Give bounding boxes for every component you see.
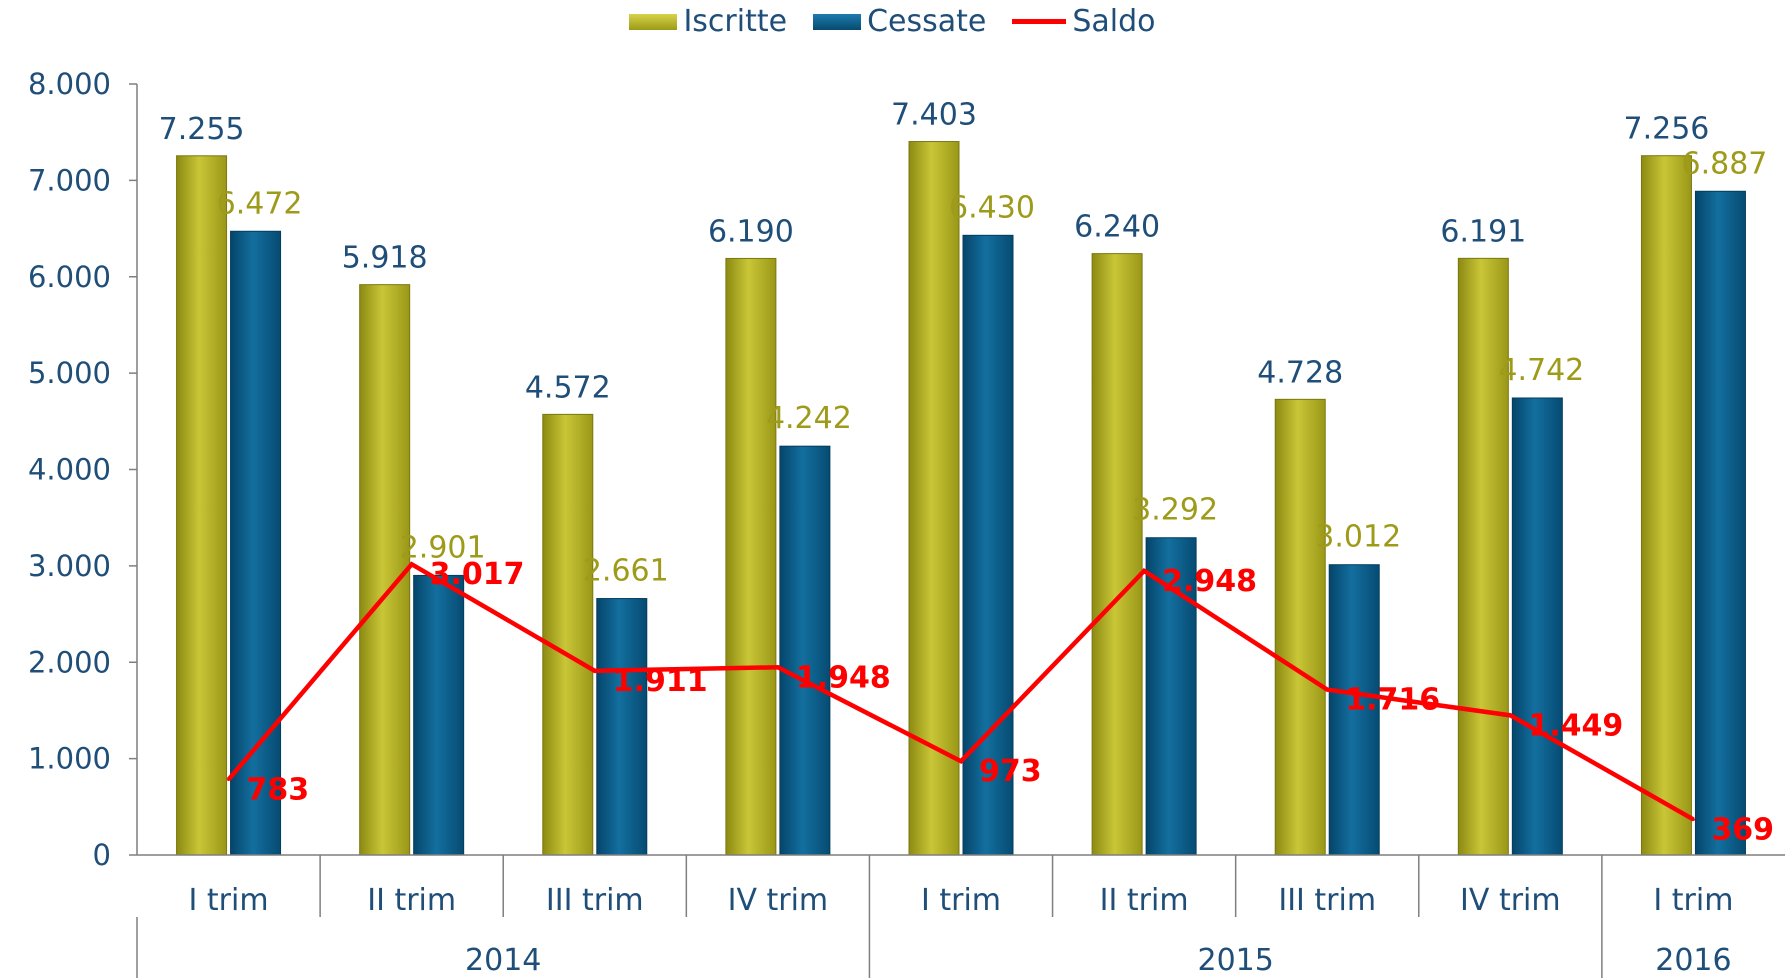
saldo-point bbox=[776, 665, 780, 669]
data-label-saldo: 1.911 bbox=[613, 664, 708, 699]
data-label-cessate: 2.901 bbox=[400, 530, 486, 565]
legend-label-saldo: Saldo bbox=[1072, 4, 1156, 39]
chart-legend: Iscritte Cessate Saldo bbox=[0, 4, 1785, 39]
group-label: 2016 bbox=[1655, 943, 1731, 978]
saldo-point bbox=[1325, 688, 1329, 692]
saldo-point bbox=[227, 778, 231, 782]
y-tick-label: 4.000 bbox=[28, 453, 111, 487]
x-tick-label: I trim bbox=[189, 883, 269, 918]
y-tick-label: 7.000 bbox=[28, 163, 111, 197]
saldo-point bbox=[1691, 817, 1695, 821]
saldo-point bbox=[959, 759, 963, 763]
y-tick-label: 2.000 bbox=[28, 645, 111, 679]
x-tick-label: III trim bbox=[1278, 883, 1376, 918]
bar-iscritte bbox=[725, 257, 777, 856]
bar-iscritte bbox=[908, 141, 960, 856]
data-label-saldo: 1.449 bbox=[1528, 708, 1623, 743]
x-tick-label: III trim bbox=[546, 883, 644, 918]
legend-swatch-saldo bbox=[1012, 19, 1067, 24]
y-tick-label: 3.000 bbox=[28, 549, 111, 583]
bar-iscritte bbox=[176, 155, 228, 856]
data-label-cessate: 3.012 bbox=[1315, 520, 1401, 555]
x-tick-label: I trim bbox=[1653, 883, 1733, 918]
saldo-point bbox=[593, 669, 597, 673]
saldo-point bbox=[1142, 569, 1146, 573]
data-label-saldo: 973 bbox=[979, 754, 1042, 789]
bar-iscritte bbox=[1274, 398, 1326, 856]
bar-iscritte bbox=[1457, 257, 1509, 856]
group-label: 2014 bbox=[465, 943, 541, 978]
bar-cessate bbox=[230, 230, 282, 856]
bar-cessate bbox=[779, 445, 831, 856]
bar-cessate bbox=[1511, 397, 1563, 856]
x-tick-label: II trim bbox=[367, 883, 456, 918]
data-label-saldo: 1.716 bbox=[1345, 683, 1440, 718]
data-label-iscritte: 7.403 bbox=[891, 98, 977, 133]
data-label-cessate: 3.292 bbox=[1132, 493, 1218, 528]
bar-cessate bbox=[1328, 564, 1380, 856]
x-tick-label: I trim bbox=[921, 883, 1001, 918]
data-label-iscritte: 7.256 bbox=[1623, 112, 1709, 147]
data-label-iscritte: 7.255 bbox=[159, 112, 245, 147]
group-label: 2015 bbox=[1197, 943, 1273, 978]
data-label-iscritte: 4.572 bbox=[525, 370, 611, 405]
y-tick-label: 6.000 bbox=[28, 260, 111, 294]
data-label-cessate: 6.472 bbox=[217, 186, 303, 221]
data-label-iscritte: 4.728 bbox=[1257, 355, 1343, 390]
x-tick-label: II trim bbox=[1100, 883, 1189, 918]
bar-cessate bbox=[1694, 190, 1746, 856]
bar-iscritte bbox=[1091, 253, 1143, 856]
y-tick-label: 8.000 bbox=[28, 67, 111, 101]
data-label-saldo: 3.017 bbox=[430, 557, 525, 592]
data-label-cessate: 4.242 bbox=[766, 401, 852, 436]
legend-item-iscritte: Iscritte bbox=[629, 4, 787, 39]
saldo-point bbox=[1508, 713, 1512, 717]
data-label-iscritte: 6.191 bbox=[1440, 214, 1526, 249]
bar-iscritte bbox=[1640, 155, 1692, 856]
data-label-saldo: 1.948 bbox=[796, 660, 891, 695]
data-label-cessate: 4.742 bbox=[1498, 353, 1584, 388]
legend-item-cessate: Cessate bbox=[813, 4, 986, 39]
bar-iscritte bbox=[542, 413, 594, 856]
y-tick-label: 1.000 bbox=[28, 742, 111, 776]
saldo-point bbox=[410, 562, 414, 566]
bar-cessate bbox=[596, 598, 648, 856]
data-label-iscritte: 5.918 bbox=[342, 241, 428, 276]
data-label-iscritte: 6.190 bbox=[708, 214, 794, 249]
data-label-saldo: 2.948 bbox=[1162, 564, 1257, 599]
data-label-cessate: 6.430 bbox=[949, 190, 1035, 225]
x-tick-label: IV trim bbox=[1460, 883, 1561, 918]
x-tick-label: IV trim bbox=[728, 883, 829, 918]
bar-iscritte bbox=[359, 284, 411, 856]
legend-label-iscritte: Iscritte bbox=[683, 4, 788, 39]
legend-item-saldo: Saldo bbox=[1012, 4, 1156, 39]
data-label-iscritte: 6.240 bbox=[1074, 210, 1160, 245]
data-label-cessate: 2.661 bbox=[583, 554, 669, 589]
data-label-cessate: 6.887 bbox=[1681, 146, 1767, 181]
legend-swatch-cessate bbox=[813, 13, 862, 30]
bar-cessate bbox=[413, 574, 465, 856]
data-label-saldo: 369 bbox=[1711, 812, 1774, 847]
legend-label-cessate: Cessate bbox=[867, 4, 987, 39]
y-tick-label: 5.000 bbox=[28, 356, 111, 390]
y-tick-label: 0 bbox=[93, 838, 111, 872]
legend-swatch-iscritte bbox=[629, 13, 678, 30]
data-label-saldo: 783 bbox=[247, 773, 310, 808]
